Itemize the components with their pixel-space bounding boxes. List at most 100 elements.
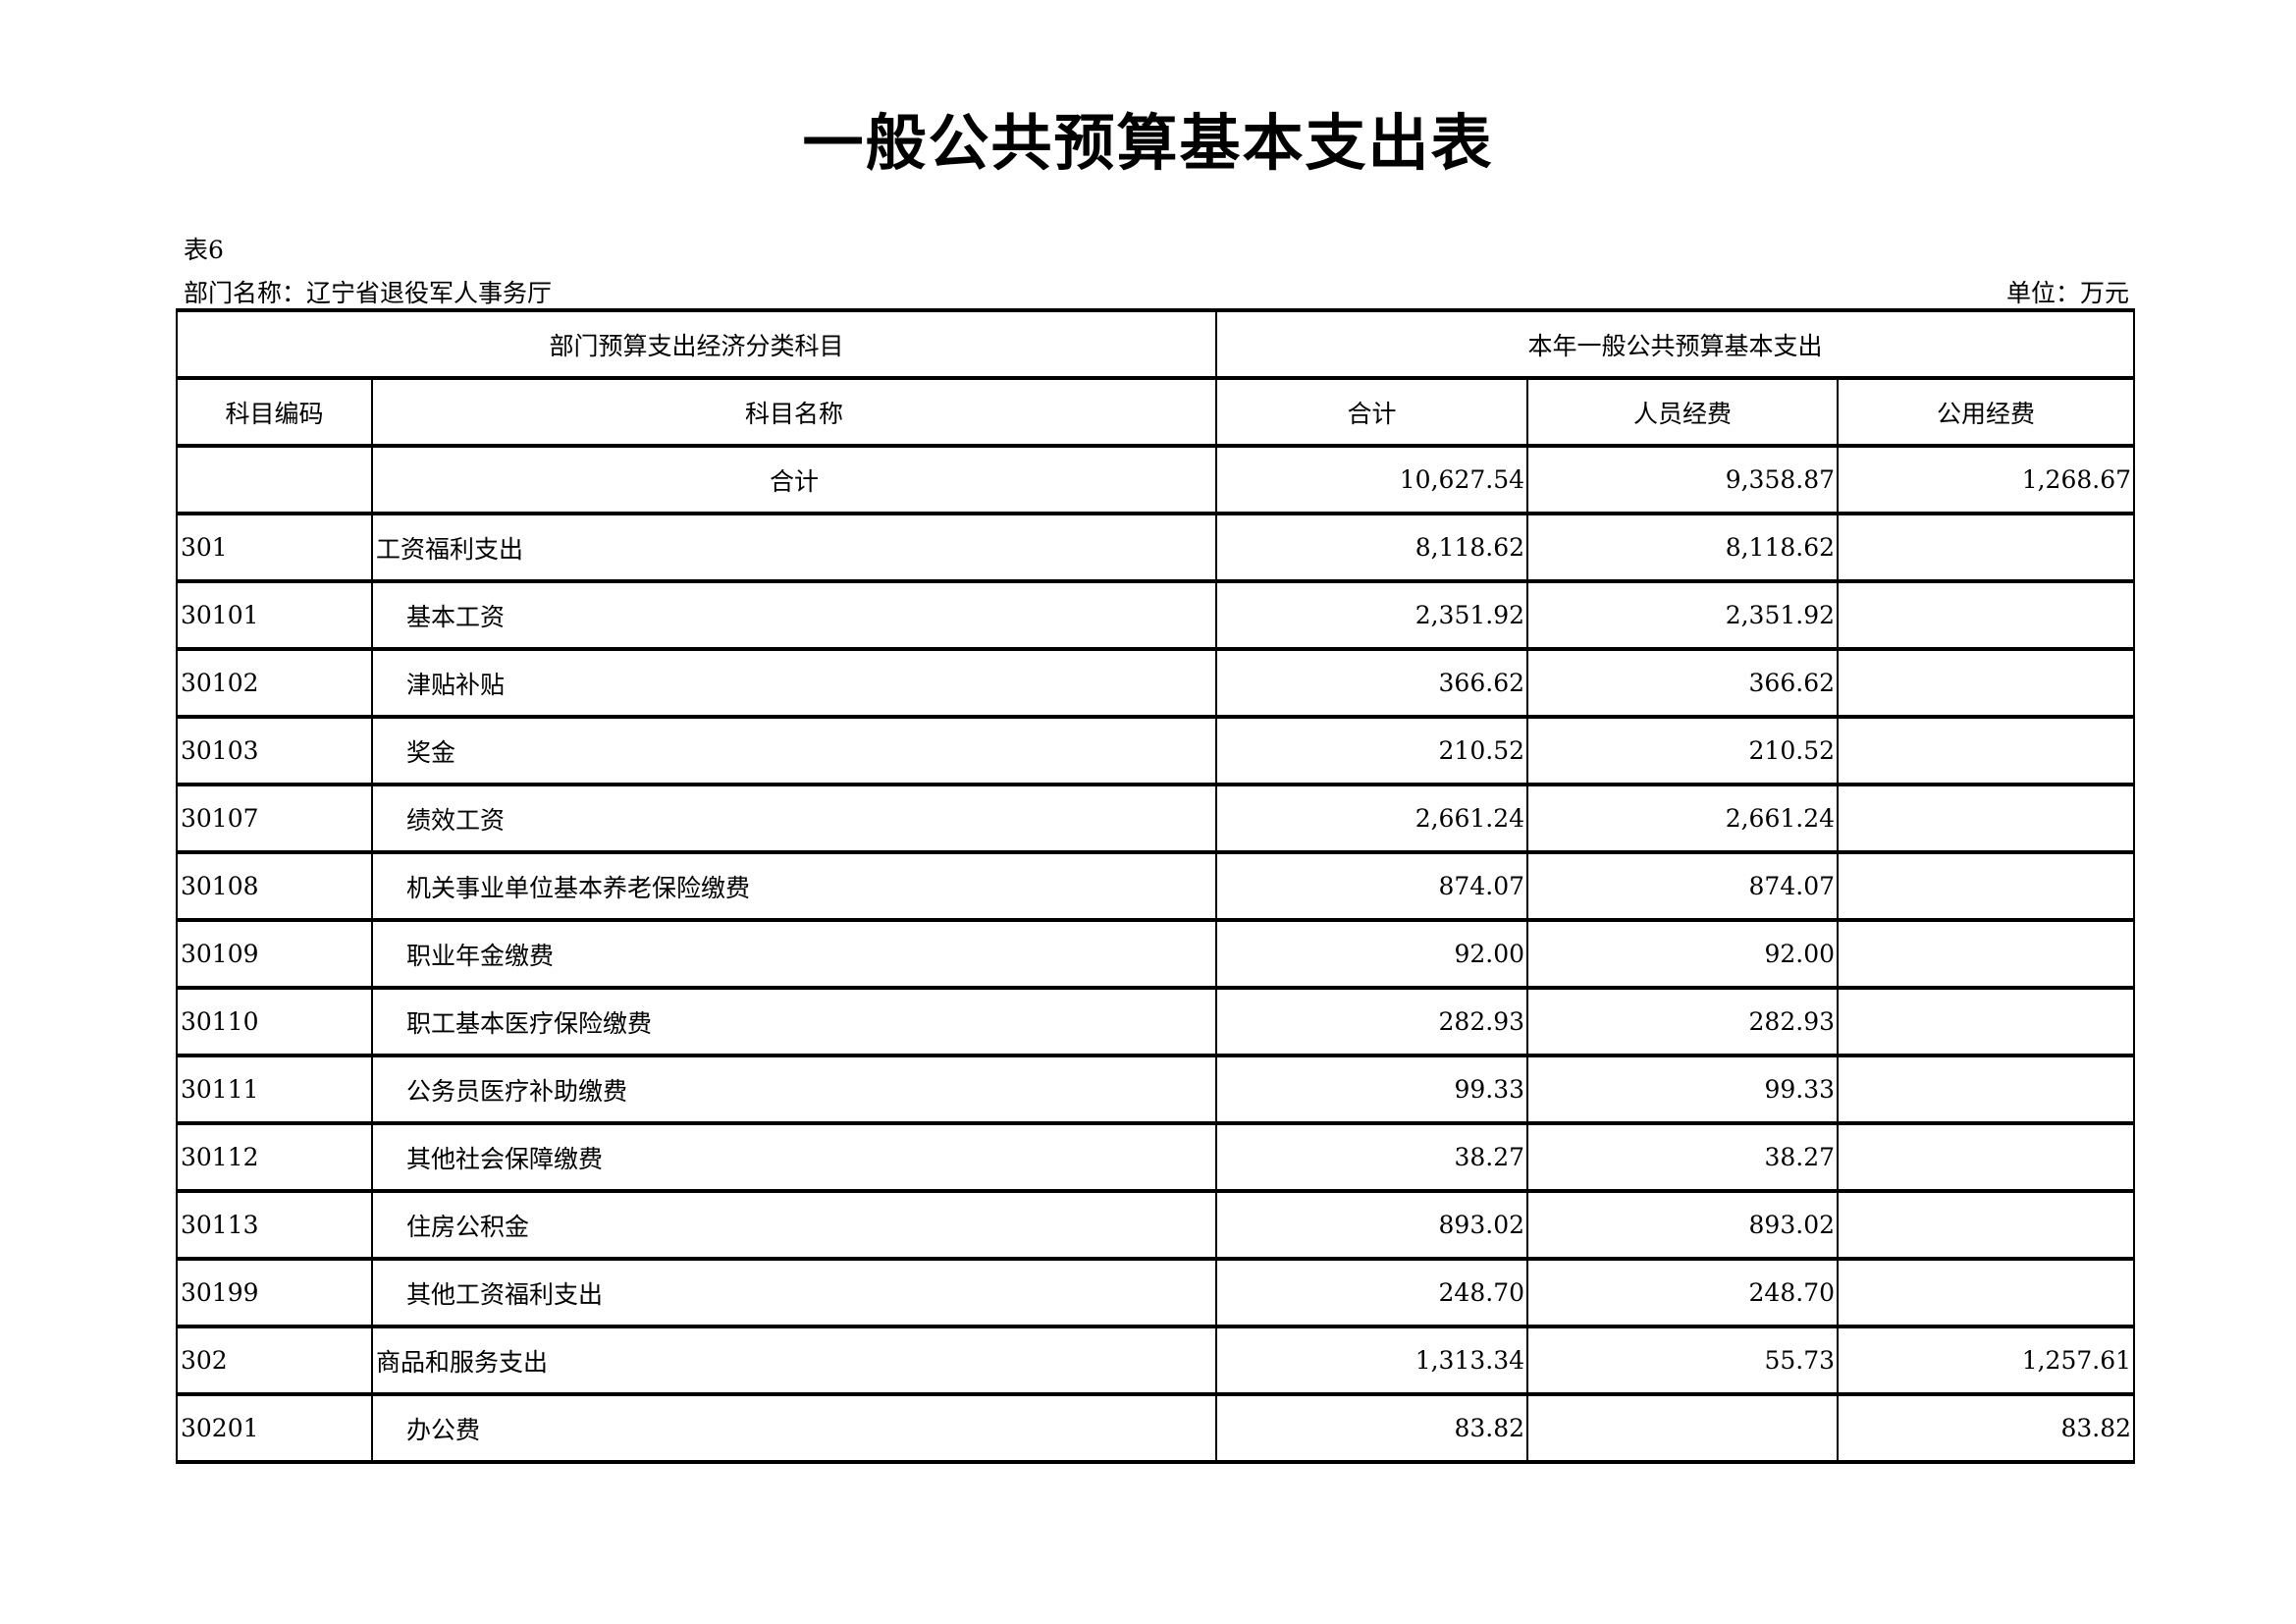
- cell-code: 30201: [176, 1392, 373, 1464]
- cell-personnel: 55.73: [1526, 1325, 1840, 1396]
- cell-code: 30108: [176, 850, 373, 922]
- cell-name: 津贴补贴: [370, 647, 1218, 719]
- header-code: 科目编码: [176, 376, 373, 448]
- table-row: 30113 住房公积金 893.02 893.02: [176, 1189, 2136, 1261]
- cell-total: 282.93: [1215, 986, 1529, 1057]
- cell-code: 30110: [176, 986, 373, 1057]
- cell-public: [1837, 783, 2136, 854]
- cell-personnel: [1526, 1392, 1840, 1464]
- table-row: 30199 其他工资福利支出 248.70 248.70: [176, 1257, 2136, 1328]
- unit-label: 单位：万元: [2005, 279, 2129, 307]
- header-total: 合计: [1215, 376, 1529, 448]
- cell-personnel: 282.93: [1526, 986, 1840, 1057]
- cell-personnel: 366.62: [1526, 647, 1840, 719]
- table-row: 30108 机关事业单位基本养老保险缴费 874.07 874.07: [176, 850, 2136, 922]
- cell-code: [176, 444, 373, 515]
- cell-code: 30112: [176, 1121, 373, 1193]
- cell-public: [1837, 715, 2136, 786]
- table-row: 合计 10,627.54 9,358.87 1,268.67: [176, 444, 2136, 515]
- header-name: 科目名称: [370, 376, 1218, 448]
- cell-total: 92.00: [1215, 918, 1529, 990]
- cell-total: 99.33: [1215, 1054, 1529, 1125]
- table-row: 30101 基本工资 2,351.92 2,351.92: [176, 579, 2136, 651]
- cell-public: [1837, 512, 2136, 583]
- cell-code: 30101: [176, 579, 373, 651]
- page-title: 一般公共预算基本支出表: [802, 107, 1494, 179]
- header-row-group: 部门预算支出经济分类科目 本年一般公共预算基本支出: [175, 308, 2136, 380]
- cell-name: 其他工资福利支出: [370, 1257, 1218, 1328]
- table-row: 30109 职业年金缴费 92.00 92.00: [176, 918, 2136, 990]
- cell-public: [1837, 918, 2136, 990]
- cell-public: 83.82: [1837, 1392, 2136, 1464]
- cell-personnel: 210.52: [1526, 715, 1840, 786]
- header-group-right: 本年一般公共预算基本支出: [1215, 308, 2136, 380]
- cell-name: 工资福利支出: [370, 512, 1218, 583]
- cell-name: 其他社会保障缴费: [370, 1121, 1218, 1193]
- department-name: 部门名称：辽宁省退役军人事务厅: [184, 279, 553, 307]
- cell-public: [1837, 1257, 2136, 1328]
- cell-personnel: 248.70: [1526, 1257, 1840, 1328]
- cell-total: 83.82: [1215, 1392, 1529, 1464]
- cell-personnel: 99.33: [1526, 1054, 1840, 1125]
- cell-total: 38.27: [1215, 1121, 1529, 1193]
- cell-personnel: 2,661.24: [1526, 783, 1840, 854]
- cell-code: 30103: [176, 715, 373, 786]
- table-row: 30110 职工基本医疗保险缴费 282.93 282.93: [176, 986, 2136, 1057]
- cell-name: 商品和服务支出: [370, 1325, 1218, 1396]
- table-row: 302 商品和服务支出 1,313.34 55.73 1,257.61: [176, 1325, 2136, 1396]
- cell-name: 住房公积金: [370, 1189, 1218, 1261]
- cell-total: 893.02: [1215, 1189, 1529, 1261]
- cell-name: 职业年金缴费: [370, 918, 1218, 990]
- header-personnel: 人员经费: [1526, 376, 1840, 448]
- cell-personnel: 8,118.62: [1526, 512, 1840, 583]
- cell-personnel: 92.00: [1526, 918, 1840, 990]
- cell-code: 30199: [176, 1257, 373, 1328]
- header-public: 公用经费: [1837, 376, 2136, 448]
- cell-code: 30113: [176, 1189, 373, 1261]
- cell-public: 1,257.61: [1837, 1325, 2136, 1396]
- cell-code: 30102: [176, 647, 373, 719]
- table-row: 301 工资福利支出 8,118.62 8,118.62: [176, 512, 2136, 583]
- cell-personnel: 874.07: [1526, 850, 1840, 922]
- cell-name: 职工基本医疗保险缴费: [370, 986, 1218, 1057]
- cell-total: 248.70: [1215, 1257, 1529, 1328]
- cell-personnel: 2,351.92: [1526, 579, 1840, 651]
- cell-total: 2,351.92: [1215, 579, 1529, 651]
- table-row: 30112 其他社会保障缴费 38.27 38.27: [176, 1121, 2136, 1193]
- table-number: 表6: [184, 236, 224, 264]
- cell-public: [1837, 647, 2136, 719]
- cell-public: [1837, 579, 2136, 651]
- table-row: 30103 奖金 210.52 210.52: [176, 715, 2136, 786]
- cell-total: 1,313.34: [1215, 1325, 1529, 1396]
- cell-public: [1837, 1054, 2136, 1125]
- cell-total: 8,118.62: [1215, 512, 1529, 583]
- cell-name: 绩效工资: [370, 783, 1218, 854]
- cell-total: 2,661.24: [1215, 783, 1529, 854]
- budget-table: 部门预算支出经济分类科目 本年一般公共预算基本支出 科目编码 科目名称 合计 人…: [175, 308, 2136, 1464]
- cell-total: 366.62: [1215, 647, 1529, 719]
- cell-name: 奖金: [370, 715, 1218, 786]
- cell-name: 公务员医疗补助缴费: [370, 1054, 1218, 1125]
- cell-total: 210.52: [1215, 715, 1529, 786]
- cell-personnel: 38.27: [1526, 1121, 1840, 1193]
- cell-code: 30111: [176, 1054, 373, 1125]
- cell-code: 30107: [176, 783, 373, 854]
- header-group-left: 部门预算支出经济分类科目: [175, 308, 1218, 380]
- table-row: 30107 绩效工资 2,661.24 2,661.24: [176, 783, 2136, 854]
- table-row: 30111 公务员医疗补助缴费 99.33 99.33: [176, 1054, 2136, 1125]
- cell-public: [1837, 1121, 2136, 1193]
- cell-total: 10,627.54: [1215, 444, 1529, 515]
- cell-public: [1837, 1189, 2136, 1261]
- cell-code: 302: [176, 1325, 373, 1396]
- cell-name: 机关事业单位基本养老保险缴费: [370, 850, 1218, 922]
- cell-code: 30109: [176, 918, 373, 990]
- cell-public: [1837, 986, 2136, 1057]
- cell-name: 办公费: [370, 1392, 1218, 1464]
- cell-code: 301: [176, 512, 373, 583]
- table-row: 30102 津贴补贴 366.62 366.62: [176, 647, 2136, 719]
- cell-public: 1,268.67: [1837, 444, 2136, 515]
- cell-name: 基本工资: [370, 579, 1218, 651]
- table-row: 30201 办公费 83.82 83.82: [176, 1392, 2136, 1464]
- cell-name: 合计: [370, 444, 1218, 515]
- cell-total: 874.07: [1215, 850, 1529, 922]
